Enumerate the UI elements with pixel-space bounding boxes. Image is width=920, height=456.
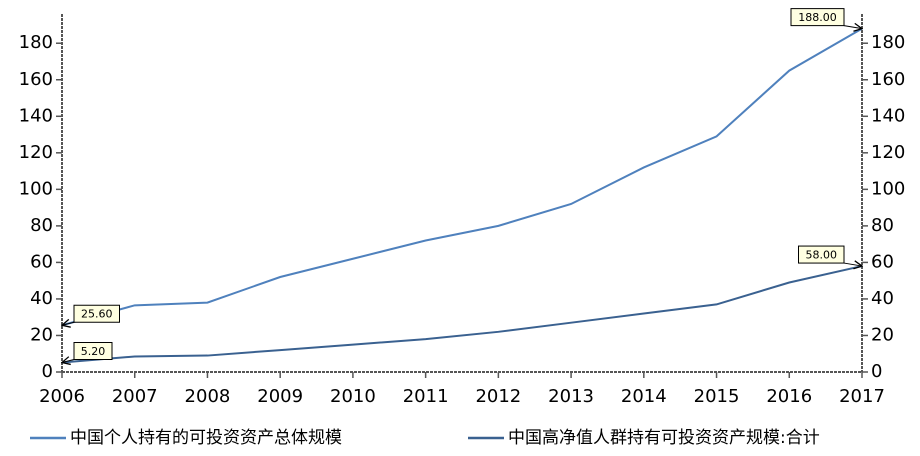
y2-tick-label: 180 bbox=[871, 32, 905, 53]
y2-tick-label: 100 bbox=[871, 178, 905, 199]
value-label-box bbox=[73, 342, 113, 361]
series-line bbox=[61, 27, 863, 327]
y2-tick-label: 140 bbox=[871, 105, 905, 126]
x-tick-label: 2010 bbox=[330, 386, 376, 407]
x-tick-label: 2007 bbox=[112, 386, 158, 407]
y2-tick-label: 40 bbox=[871, 288, 894, 309]
y2-tick-label: 160 bbox=[871, 69, 905, 90]
y-tick-label: 140 bbox=[19, 105, 53, 126]
value-label-box bbox=[790, 8, 845, 27]
y2-tick-label: 80 bbox=[871, 215, 894, 236]
x-tick-label: 2008 bbox=[185, 386, 231, 407]
y2-tick-label: 0 bbox=[871, 361, 882, 382]
y-tick-label: 120 bbox=[19, 142, 53, 163]
y-tick-label: 40 bbox=[30, 288, 53, 309]
legend-label: 中国个人持有的可投资资产总体规模 bbox=[70, 428, 342, 448]
label-arrow bbox=[62, 360, 75, 363]
y-tick-label: 20 bbox=[30, 324, 53, 345]
x-tick-label: 2006 bbox=[39, 386, 85, 407]
x-tick-label: 2016 bbox=[766, 386, 812, 407]
x-tick-label: 2015 bbox=[694, 386, 740, 407]
value-label-box bbox=[73, 304, 120, 323]
y-tick-label: 0 bbox=[42, 361, 53, 382]
y2-tick-label: 20 bbox=[871, 324, 894, 345]
label-arrow bbox=[843, 26, 862, 29]
x-tick-label: 2011 bbox=[403, 386, 449, 407]
value-label-box bbox=[798, 245, 845, 264]
x-tick-label: 2017 bbox=[839, 386, 885, 407]
x-tick-label: 2009 bbox=[257, 386, 303, 407]
y-tick-label: 100 bbox=[19, 178, 53, 199]
value-label: 58.00 bbox=[806, 249, 838, 262]
y-tick-label: 60 bbox=[30, 251, 53, 272]
y-tick-label: 160 bbox=[19, 69, 53, 90]
legend-label: 中国高净值人群持有可投资资产规模:合计 bbox=[508, 428, 820, 448]
value-label: 25.60 bbox=[81, 308, 113, 321]
x-tick-label: 2012 bbox=[475, 386, 521, 407]
value-label: 5.20 bbox=[81, 345, 106, 358]
series-line bbox=[61, 265, 863, 364]
x-tick-label: 2013 bbox=[548, 386, 594, 407]
y-tick-label: 180 bbox=[19, 32, 53, 53]
y2-tick-label: 120 bbox=[871, 142, 905, 163]
y-tick-label: 80 bbox=[30, 215, 53, 236]
y2-tick-label: 60 bbox=[871, 251, 894, 272]
label-arrow bbox=[62, 322, 75, 325]
label-arrow bbox=[843, 263, 862, 266]
x-tick-label: 2014 bbox=[621, 386, 667, 407]
value-label: 188.00 bbox=[798, 11, 837, 24]
